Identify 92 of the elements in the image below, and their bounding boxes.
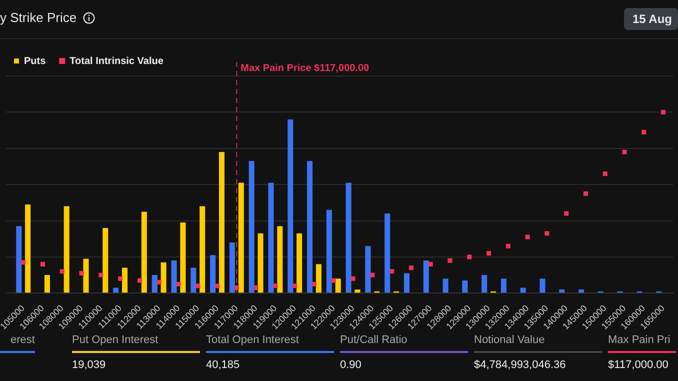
- point: [602, 171, 608, 176]
- bar: [365, 246, 371, 293]
- point: [137, 278, 142, 283]
- point: [428, 262, 433, 266]
- point: [390, 269, 394, 274]
- point: [215, 284, 220, 288]
- bar: [500, 278, 506, 293]
- bar: [113, 288, 119, 293]
- point: [60, 269, 64, 274]
- bar: [83, 258, 89, 293]
- bar: [248, 161, 254, 293]
- bar: [307, 161, 313, 293]
- bar: [326, 210, 332, 293]
- bar: [442, 278, 448, 293]
- text: Max Pain Pri: [608, 334, 676, 353]
- point: [98, 272, 104, 278]
- bar: [160, 262, 166, 293]
- point: [408, 266, 414, 270]
- bar: [354, 290, 360, 293]
- text: $117,000.00: [608, 359, 670, 371]
- bar: [258, 233, 264, 293]
- point: [661, 110, 666, 114]
- text: Put Open Interest: [72, 334, 200, 353]
- bar: [296, 233, 302, 293]
- point: [118, 276, 123, 281]
- bar: [152, 275, 158, 293]
- bar: [268, 182, 274, 293]
- text: Total Open Interest: [206, 334, 334, 353]
- point: [370, 272, 375, 278]
- bar: [238, 182, 244, 293]
- bar: [288, 119, 294, 293]
- bar: [218, 152, 225, 293]
- point: [564, 211, 569, 216]
- bar: [578, 290, 584, 293]
- bar: [44, 275, 50, 293]
- bar: [25, 204, 31, 293]
- text: $4,784,993,046.36: [474, 359, 567, 371]
- point: [312, 282, 317, 286]
- bar: [404, 273, 410, 293]
- point: [292, 284, 298, 288]
- bar: [64, 206, 70, 293]
- bar: [141, 212, 147, 293]
- chart-title: y Strike Price: [0, 10, 77, 25]
- point: [467, 254, 472, 260]
- bar: [200, 206, 206, 293]
- point: [273, 284, 278, 288]
- bar: [335, 278, 341, 293]
- bar: [520, 288, 526, 293]
- point: [176, 282, 181, 286]
- legend-label: Total Intrinsic Value: [70, 56, 164, 67]
- point: [350, 276, 356, 281]
- bar: [171, 260, 177, 293]
- point: [642, 130, 646, 134]
- legend-label: Puts: [24, 56, 46, 67]
- bar: [559, 290, 565, 293]
- point: [40, 262, 46, 266]
- text: 19,039: [72, 359, 107, 371]
- point: [544, 231, 550, 236]
- text: Put/Call Ratio: [340, 334, 468, 353]
- bar: [180, 222, 186, 293]
- text: Notional Value: [474, 334, 602, 353]
- point: [156, 280, 162, 285]
- point: [525, 234, 530, 240]
- bar: [210, 255, 216, 293]
- point: [254, 285, 258, 290]
- bar: [462, 280, 468, 293]
- text: erest: [0, 334, 35, 353]
- text: 40,185: [206, 359, 241, 371]
- ref-line-label: Max Pain Price $117,000.00: [240, 62, 370, 74]
- bar: [540, 278, 546, 293]
- bar: [277, 226, 283, 293]
- bar: [229, 242, 235, 293]
- point: [506, 244, 510, 248]
- point: [448, 258, 452, 263]
- bar: [122, 268, 128, 293]
- point: [79, 270, 84, 276]
- bar: [16, 226, 22, 293]
- point: [486, 251, 492, 256]
- bar: [346, 182, 352, 293]
- bar: [482, 275, 488, 293]
- bar: [423, 260, 429, 293]
- point: [196, 284, 200, 288]
- point: [583, 191, 588, 196]
- bar: [190, 268, 196, 293]
- text: 15 Aug: [624, 8, 678, 30]
- bar: [316, 264, 322, 293]
- bar: [102, 228, 108, 293]
- point: [622, 150, 627, 154]
- bar: [384, 214, 390, 293]
- point: [21, 260, 26, 265]
- text: 0.90: [340, 359, 362, 371]
- point: [331, 278, 336, 283]
